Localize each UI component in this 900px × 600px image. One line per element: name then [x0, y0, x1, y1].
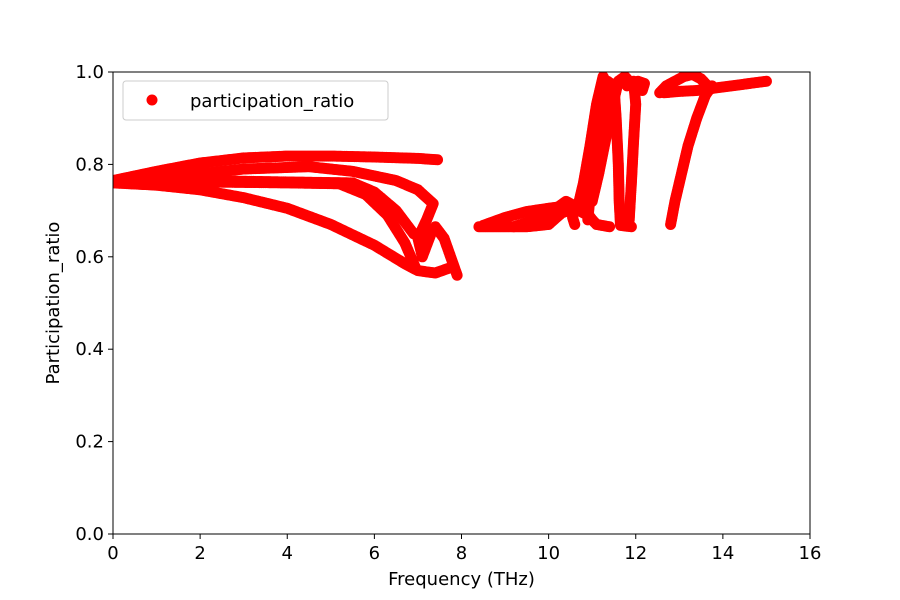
y-tick-label: 0.8 — [75, 154, 104, 175]
data-point — [408, 228, 420, 240]
data-point — [569, 218, 581, 230]
y-tick-label: 0.6 — [75, 247, 104, 268]
y-tick-label: 0.0 — [75, 524, 104, 545]
data-point — [582, 214, 594, 226]
legend-marker — [146, 94, 158, 106]
y-tick-label: 0.4 — [75, 339, 104, 360]
x-tick-label: 12 — [624, 543, 647, 564]
x-axis: 0 2 4 6 8 10 12 14 16 — [107, 534, 821, 564]
y-axis: 0.0 0.2 0.4 0.6 0.8 1.0 — [75, 62, 113, 545]
data-points-layer — [113, 72, 772, 281]
x-tick-label: 10 — [537, 543, 560, 564]
legend-label: participation_ratio — [190, 91, 354, 112]
data-point — [760, 75, 772, 87]
data-point — [636, 84, 648, 96]
legend: participation_ratio — [122, 80, 389, 121]
plot-area — [113, 72, 810, 534]
y-tick-label: 1.0 — [75, 62, 104, 83]
data-point — [451, 269, 463, 281]
x-tick-label: 16 — [799, 543, 822, 564]
data-point — [410, 262, 422, 274]
x-tick-label: 4 — [282, 543, 293, 564]
legend-box — [122, 80, 389, 121]
x-tick-label: 6 — [369, 543, 380, 564]
x-tick-label: 2 — [194, 543, 205, 564]
data-point — [432, 154, 444, 166]
x-axis-title: Frequency (THz) — [388, 569, 535, 590]
data-point — [623, 214, 635, 226]
data-point — [706, 80, 718, 92]
data-point — [442, 262, 454, 274]
y-axis-title: Participation_ratio — [43, 222, 64, 385]
x-tick-label: 14 — [711, 543, 734, 564]
y-tick-label: 0.2 — [75, 432, 104, 453]
x-tick-label: 0 — [107, 543, 118, 564]
data-point — [604, 221, 616, 233]
x-tick-label: 8 — [456, 543, 467, 564]
